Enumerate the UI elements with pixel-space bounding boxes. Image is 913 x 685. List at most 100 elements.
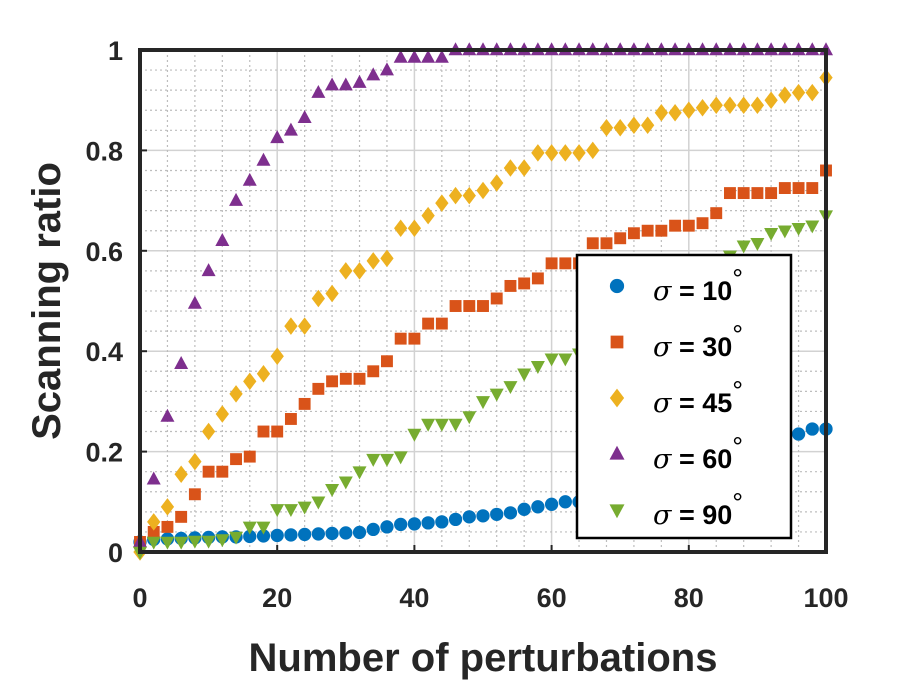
data-point: [187, 295, 202, 309]
legend-value: = 90: [671, 500, 732, 530]
data-point: [325, 284, 339, 303]
data-point: [724, 187, 736, 200]
data-point: [791, 83, 806, 102]
data-point: [201, 263, 216, 277]
plot-frame: [138, 48, 828, 554]
data-point: [558, 144, 572, 162]
data-point: [366, 453, 381, 467]
data-point: [380, 520, 394, 534]
legend-value: = 10: [671, 276, 732, 306]
data-point: [764, 91, 778, 109]
legend-degree: °: [732, 376, 743, 406]
data-point: [256, 529, 271, 543]
data-point: [531, 144, 545, 162]
data-point: [338, 476, 353, 490]
legend-label: σ = 45°: [653, 376, 743, 419]
x-tick-label: 0: [132, 583, 147, 613]
data-point: [559, 257, 572, 270]
data-point: [339, 526, 353, 540]
data-point: [586, 237, 599, 250]
data-point: [270, 504, 285, 518]
data-point: [215, 233, 230, 247]
data-point: [352, 525, 367, 540]
data-point: [242, 521, 257, 535]
legend-degree: °: [732, 432, 743, 462]
data-point: [462, 411, 477, 425]
data-point: [640, 116, 655, 135]
data-point: [394, 517, 408, 532]
data-point: [353, 372, 366, 385]
data-point: [736, 240, 751, 254]
data-point: [462, 510, 476, 524]
legend-marker: [609, 278, 625, 294]
data-point: [407, 219, 422, 237]
data-point: [407, 428, 422, 442]
data-point: [531, 500, 545, 514]
data-point: [188, 488, 201, 501]
legend-symbol: σ: [653, 276, 673, 307]
data-point: [627, 227, 640, 240]
data-point: [216, 465, 229, 478]
data-point: [545, 257, 558, 270]
data-point: [175, 510, 188, 523]
data-point: [669, 219, 682, 232]
data-point: [682, 219, 695, 232]
data-point: [243, 529, 257, 544]
data-point: [489, 388, 504, 402]
data-point: [284, 413, 297, 425]
data-point: [297, 110, 312, 124]
y-tick-label: 0.4: [85, 337, 123, 367]
data-point: [805, 220, 820, 234]
data-point: [654, 104, 669, 122]
data-point: [311, 496, 326, 510]
data-point: [379, 453, 394, 467]
data-point: [146, 536, 161, 550]
data-point: [544, 144, 559, 162]
data-point: [325, 77, 340, 91]
y-tick-label: 0.8: [85, 136, 123, 166]
data-point: [160, 536, 175, 550]
data-point: [174, 536, 189, 550]
x-tick-label: 100: [803, 583, 848, 613]
data-point: [298, 397, 311, 410]
data-point: [256, 152, 271, 166]
data-point: [147, 525, 160, 538]
data-point: [422, 317, 435, 330]
legend-value: = 30: [671, 332, 732, 362]
data-point: [655, 224, 668, 237]
data-point: [641, 224, 654, 237]
data-point: [229, 385, 243, 403]
data-point: [366, 67, 381, 81]
data-point: [435, 515, 449, 529]
data-point: [737, 187, 750, 200]
legend-marker: [609, 445, 625, 460]
data-point: [215, 534, 230, 548]
data-point: [408, 332, 421, 345]
legend: σ = 10°σ = 30°σ = 45°σ = 60°σ = 90°: [575, 253, 793, 540]
data-point: [750, 238, 765, 251]
data-point: [201, 535, 216, 549]
data-point: [517, 368, 532, 382]
data-point: [613, 119, 627, 137]
data-point: [325, 526, 339, 541]
data-point: [777, 225, 792, 239]
legend-degree: °: [732, 488, 743, 518]
data-point: [407, 49, 422, 63]
data-point: [737, 96, 751, 114]
data-point: [256, 365, 271, 383]
data-point: [297, 501, 312, 515]
data-point: [352, 262, 367, 280]
legend-label: σ = 90°: [653, 488, 743, 531]
x-axis-ticks: 0 20 40 60 80 100: [132, 545, 849, 613]
data-point: [174, 465, 188, 483]
data-point: [791, 222, 806, 236]
data-point: [476, 396, 490, 410]
data-point: [710, 207, 723, 220]
data-point: [462, 186, 476, 205]
data-point: [366, 252, 380, 270]
data-point: [572, 144, 586, 162]
legend-label: σ = 60°: [653, 432, 743, 475]
legend-label: σ = 10°: [653, 264, 743, 307]
data-point: [792, 182, 805, 194]
data-point: [312, 382, 325, 395]
